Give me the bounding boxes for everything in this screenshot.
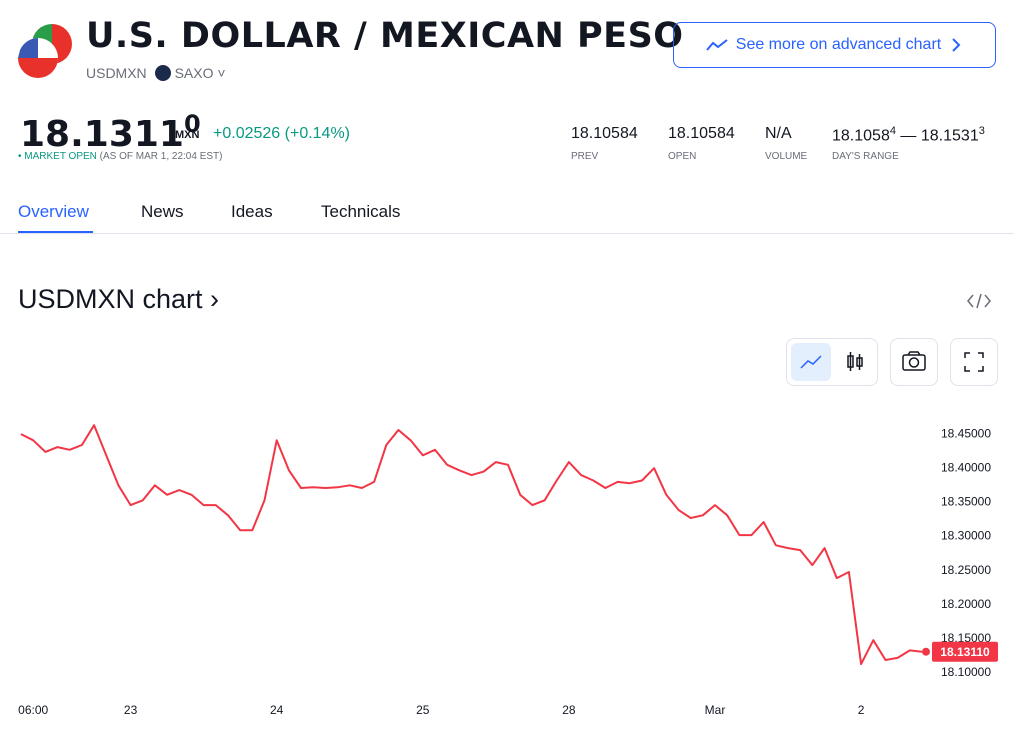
change-pct: (+0.14%) xyxy=(284,125,351,142)
fullscreen-icon xyxy=(964,352,984,372)
x-tick-label: 06:00 xyxy=(18,703,48,717)
price-tail: 0 xyxy=(183,110,201,138)
us-canton xyxy=(18,38,38,58)
tab[interactable]: News xyxy=(141,202,184,221)
y-tick-label: 18.15000 xyxy=(941,631,991,645)
line-icon xyxy=(800,355,822,369)
x-tick-label: 25 xyxy=(416,703,430,717)
range-low: 18.1058 xyxy=(832,127,890,145)
button-label: See more on advanced chart xyxy=(735,36,942,53)
y-tick-label: 18.20000 xyxy=(941,597,991,611)
price-main: 18.1311 xyxy=(20,114,184,155)
stat-label: VOLUME xyxy=(765,151,808,162)
y-tick-label: 18.25000 xyxy=(941,563,991,577)
stat-value: 18.10584 xyxy=(571,125,638,142)
price-tag-label: 18.13110 xyxy=(940,645,990,659)
day-range: 18.10584 — 18.15313 xyxy=(832,125,985,145)
symbol: USDMXN xyxy=(86,65,147,81)
stat-label: DAY'S RANGE xyxy=(832,151,899,162)
stat-value: N/A xyxy=(765,125,792,142)
range-low-tail: 4 xyxy=(889,125,896,137)
x-tick-label: 23 xyxy=(124,703,138,717)
tab-underline xyxy=(18,231,93,234)
x-tick-label: 24 xyxy=(270,703,284,717)
last-point xyxy=(922,647,930,656)
change-abs: +0.02526 xyxy=(213,125,281,142)
us-stripes xyxy=(18,58,58,78)
tab[interactable]: Overview xyxy=(18,202,89,221)
tab[interactable]: Technicals xyxy=(321,202,401,221)
price: 18.13110 xyxy=(20,110,201,155)
currency: MXN xyxy=(175,129,200,141)
embed-icon[interactable] xyxy=(966,290,992,312)
stat-label: OPEN xyxy=(668,151,697,162)
subtitle: USDMXN SAXO ˅ xyxy=(86,65,226,81)
status-text: MARKET OPEN xyxy=(24,151,97,162)
camera-icon xyxy=(902,351,926,371)
y-tick-label: 18.40000 xyxy=(941,460,991,474)
flag-icon xyxy=(18,24,72,78)
exchange[interactable]: SAXO xyxy=(174,65,214,81)
as-of: (AS OF MAR 1, 22:04 EST) xyxy=(99,151,223,162)
candle-type-button[interactable] xyxy=(835,343,875,381)
tab[interactable]: Ideas xyxy=(231,202,273,221)
change: +0.02526 (+0.14%) xyxy=(213,125,350,143)
line-type-button[interactable] xyxy=(791,343,831,381)
x-tick-label: 28 xyxy=(562,703,576,717)
advanced-chart-button[interactable]: See more on advanced chart xyxy=(673,22,996,68)
stat-label: PREV xyxy=(571,151,599,162)
stat-value: 18.10584 xyxy=(668,125,735,142)
range-high: 18.1531 xyxy=(920,127,979,145)
chart-type-toggle xyxy=(786,338,878,386)
x-tick-label: 2 xyxy=(858,703,865,717)
y-tick-label: 18.45000 xyxy=(941,426,991,440)
fullscreen-button[interactable] xyxy=(950,338,998,386)
candle-icon xyxy=(847,352,863,371)
y-tick-label: 18.35000 xyxy=(941,495,991,509)
range-sep: — xyxy=(900,127,917,145)
y-tick-label: 18.30000 xyxy=(941,529,991,543)
exchange-icon xyxy=(154,65,171,81)
chevron xyxy=(952,38,961,52)
chart-icon xyxy=(706,39,728,51)
snapshot-button[interactable] xyxy=(890,338,938,386)
y-tick-label: 18.10000 xyxy=(941,665,991,679)
separator xyxy=(0,233,1014,234)
title: U.S. DOLLAR / MEXICAN PESO xyxy=(86,16,684,56)
x-tick-label: Mar xyxy=(705,703,726,717)
range-high-tail: 3 xyxy=(978,125,985,137)
price-line xyxy=(20,424,923,666)
market-status: • MARKET OPEN xyxy=(18,151,97,162)
section-title[interactable]: USDMXN chart › xyxy=(18,284,220,314)
price-tag xyxy=(932,641,998,662)
status: • MARKET OPEN (AS OF MAR 1, 22:04 EST) xyxy=(18,151,222,162)
